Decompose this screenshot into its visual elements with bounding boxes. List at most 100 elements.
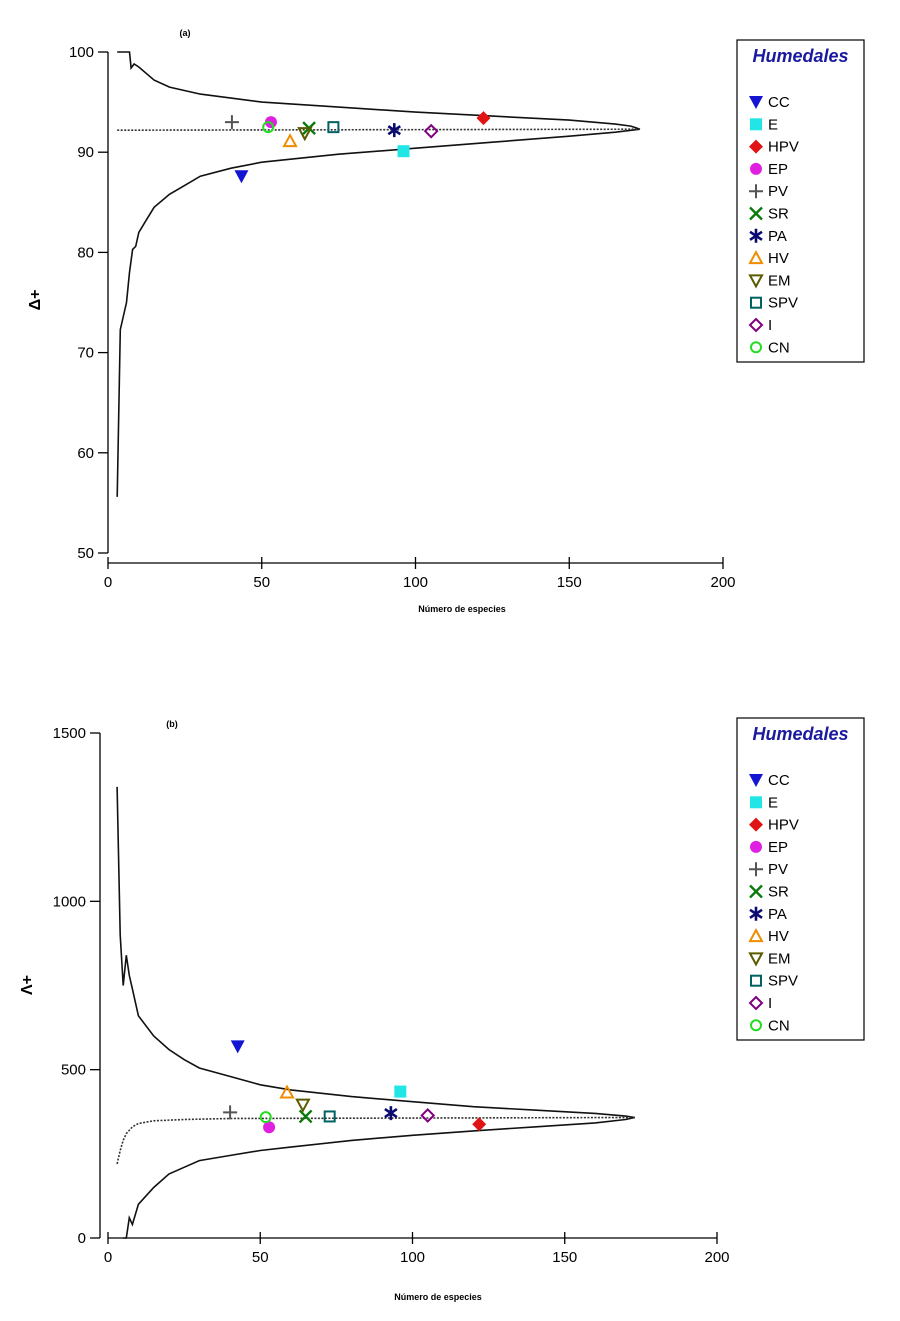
chart-panel-a: 50 60 70 80 90 100 0 50 100 150 200 Número de espec… xyxy=(27,28,865,614)
x-tick-label: 150 xyxy=(557,574,582,591)
legend-label-pv: PV xyxy=(768,183,788,200)
legend-marker-pa xyxy=(749,906,763,921)
x-tick-label: 100 xyxy=(403,574,428,591)
data-point-hpv xyxy=(472,1117,487,1132)
legend-marker-spv xyxy=(750,974,762,987)
legend-label-hv: HV xyxy=(768,250,789,267)
lower-probability-limit xyxy=(116,128,641,497)
legend-label-i: I xyxy=(768,317,772,334)
legend-label-cc: CC xyxy=(768,772,790,789)
legend: Humedales CC E HPV EP PV SR PA HV EM SPV I CN xyxy=(736,39,865,363)
legend-label-cn: CN xyxy=(768,1017,790,1034)
legend-label-em: EM xyxy=(768,272,791,289)
x-tick-label: 100 xyxy=(400,1249,425,1266)
legend-marker-i xyxy=(748,317,764,333)
legend-marker-hv xyxy=(748,250,764,265)
legend-marker-pa xyxy=(749,228,763,243)
legend-marker-cc xyxy=(749,96,763,109)
upper-probability-limit xyxy=(117,51,641,130)
legend-marker-pv xyxy=(749,184,763,199)
data-point-cc xyxy=(234,170,249,184)
legend: Humedales CC E HPV EP PV SR PA HV EM SPV I CN xyxy=(736,717,865,1041)
x-tick-label: 200 xyxy=(710,574,735,591)
y-tick-label: 80 xyxy=(77,244,94,261)
legend-label-hpv: HPV xyxy=(768,139,799,156)
data-point-em xyxy=(295,1098,311,1113)
legend-marker-ep xyxy=(750,162,762,175)
legend-marker-em xyxy=(748,274,764,289)
x-tick-label: 50 xyxy=(252,1249,269,1266)
legend-marker-e xyxy=(750,118,762,131)
panel-label: (a) xyxy=(180,28,191,38)
legend-marker-cn xyxy=(750,341,762,354)
legend-label-ep: EP xyxy=(768,161,788,178)
legend-marker-hpv xyxy=(749,139,763,154)
data-point-hpv xyxy=(476,111,491,126)
data-point-i xyxy=(423,123,439,139)
data-point-em xyxy=(297,127,313,142)
legend-box xyxy=(736,39,865,363)
y-tick-label: 70 xyxy=(77,345,94,362)
legend-marker-hpv xyxy=(749,817,763,832)
legend-marker-sr xyxy=(749,884,763,899)
data-point-e xyxy=(397,145,410,158)
legend-label-hv: HV xyxy=(768,928,789,945)
legend-label-ep: EP xyxy=(768,839,788,856)
y-tick-label: 500 xyxy=(61,1062,86,1079)
legend-title: Humedales xyxy=(752,724,848,744)
data-point-e xyxy=(394,1085,407,1098)
legend-marker-spv xyxy=(750,296,762,309)
x-tick-label: 150 xyxy=(552,1249,577,1266)
legend-marker-sr xyxy=(749,206,763,221)
chart-panel-b: 0 500 1000 1500 0 50 100 150 200 Número de especi… xyxy=(19,717,865,1302)
data-point-spv xyxy=(327,121,340,134)
x-tick-label: 0 xyxy=(104,1249,112,1266)
y-tick-label: 60 xyxy=(77,445,94,462)
legend-label-cc: CC xyxy=(768,94,790,111)
legend-label-sr: SR xyxy=(768,206,789,223)
legend-label-pv: PV xyxy=(768,861,788,878)
data-point-pa xyxy=(387,123,402,138)
legend-label-i: I xyxy=(768,995,772,1012)
legend-label-e: E xyxy=(768,116,778,133)
data-point-cc xyxy=(230,1040,245,1054)
y-tick-label: 90 xyxy=(77,144,94,161)
x-axis-label: Número de especies xyxy=(418,604,506,614)
y-tick-label: 1000 xyxy=(53,893,86,910)
legend-label-spv: SPV xyxy=(768,295,798,312)
y-tick-label: 50 xyxy=(77,545,94,562)
data-point-cn xyxy=(262,121,275,134)
legend-label-spv: SPV xyxy=(768,973,798,990)
legend-label-hpv: HPV xyxy=(768,817,799,834)
legend-label-pa: PA xyxy=(768,228,787,245)
legend-marker-ep xyxy=(750,840,762,853)
mean-line xyxy=(116,1116,635,1165)
data-point-hv xyxy=(282,133,298,148)
y-tick-label: 1500 xyxy=(53,725,86,742)
legend-label-e: E xyxy=(768,794,778,811)
legend-label-em: EM xyxy=(768,950,791,967)
upper-probability-limit xyxy=(116,786,635,1119)
data-point-i xyxy=(420,1108,436,1123)
legend-marker-e xyxy=(750,796,762,809)
data-point-spv xyxy=(323,1110,336,1123)
mean-line xyxy=(117,128,641,131)
y-tick-label: 100 xyxy=(69,44,94,61)
legend-marker-cn xyxy=(750,1019,762,1032)
legend-label-sr: SR xyxy=(768,884,789,901)
legend-marker-em xyxy=(748,952,764,967)
legend-label-cn: CN xyxy=(768,339,790,356)
lower-probability-limit xyxy=(123,1116,635,1239)
y-tick-label: 0 xyxy=(78,1230,86,1247)
x-axis-label: Número de especies xyxy=(394,1292,482,1302)
data-point-pv xyxy=(224,115,239,130)
legend-marker-hv xyxy=(748,928,764,943)
x-tick-label: 0 xyxy=(104,574,112,591)
data-point-cn xyxy=(259,1111,272,1124)
x-tick-label: 200 xyxy=(704,1249,729,1266)
legend-label-pa: PA xyxy=(768,906,787,923)
data-point-hv xyxy=(279,1084,295,1099)
legend-title: Humedales xyxy=(752,46,848,66)
panel-label: (b) xyxy=(166,719,178,729)
